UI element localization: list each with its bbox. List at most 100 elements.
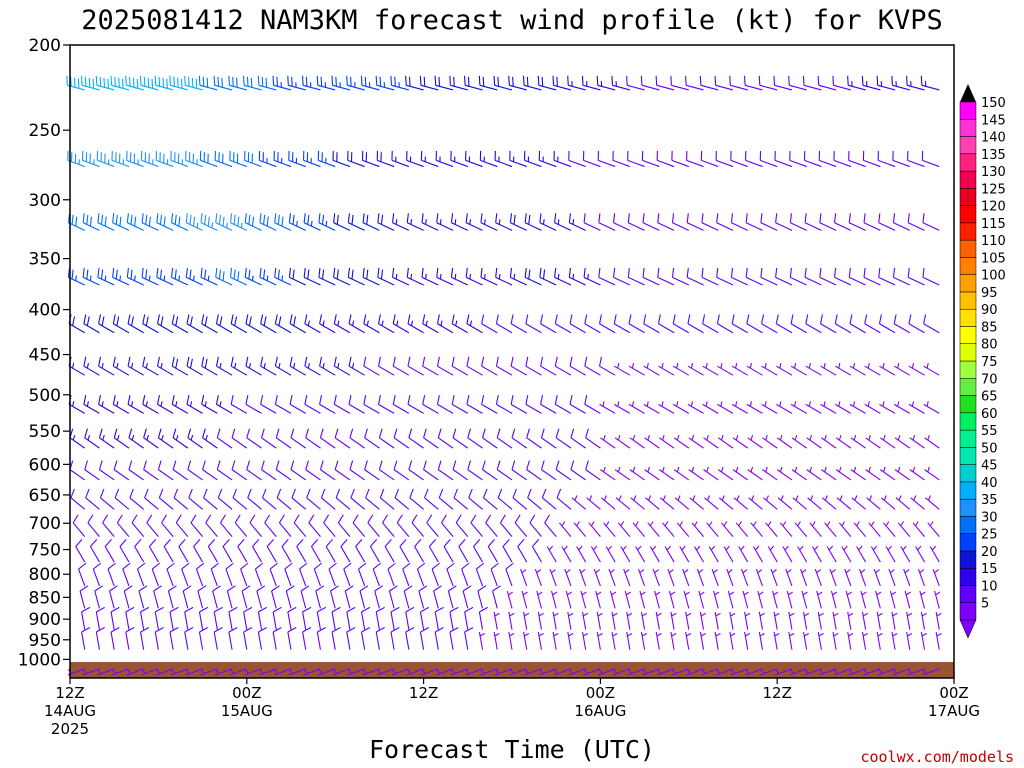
wind-barb [200,668,218,676]
colorbar-swatch [959,567,977,586]
wind-barb [841,545,852,563]
wind-barb [892,668,910,676]
wind-barb [732,466,749,481]
y-tick-label: 900 [29,610,61,630]
wind-barb [350,488,366,510]
wind-barb [451,356,469,376]
wind-barb [581,631,589,650]
wind-barb [316,626,326,650]
wind-barb [539,267,557,286]
wind-barb [699,75,719,91]
wind-barb [891,611,898,630]
wind-barb [464,606,474,630]
wind-barb [274,356,292,376]
wind-barb [127,356,144,376]
wind-barb [392,356,410,376]
wind-barb [495,267,513,286]
colorbar-swatch [959,153,977,172]
wind-barb [909,466,925,481]
wind-barb [319,314,336,334]
wind-barb [258,150,277,168]
wind-barb [635,545,646,563]
wind-barb [919,590,926,609]
wind-barb [123,585,133,609]
wind-barb [757,590,764,609]
wind-barb [259,668,277,676]
wind-barb [923,362,940,376]
wind-barb [907,668,925,676]
wind-barb [834,213,852,231]
wind-barb [554,213,572,231]
wind-barb [717,466,734,481]
wind-barb [658,401,675,414]
colorbar-swatch [959,602,977,621]
wind-barb [880,495,896,510]
colorbar-swatch [959,412,977,431]
wind-barb [900,545,911,563]
wind-barb [122,562,131,587]
wind-barb [384,539,395,563]
wind-barb [656,150,675,168]
wind-barb [467,428,483,449]
wind-barb [637,568,646,587]
wind-barb [390,75,410,91]
wind-barb [525,394,542,414]
wind-barb [347,213,365,231]
wind-barb [920,631,927,650]
wind-barb [847,611,854,630]
wind-barb [157,394,174,414]
wind-barb [907,150,925,168]
wind-barb [82,213,100,231]
wind-barb [200,267,218,286]
wind-barb [391,668,410,676]
wind-barb [864,314,881,334]
wind-barb [96,150,115,168]
wind-barb [181,562,190,587]
wind-barb [613,314,631,334]
y-tick-label: 200 [29,36,61,56]
wind-barb [762,466,778,481]
wind-barb [151,562,161,587]
wind-barb [317,150,336,168]
wind-barb [750,521,763,537]
wind-barb [776,466,793,481]
wind-barb [540,428,557,449]
wind-barb [523,611,530,630]
wind-barb [287,75,306,91]
wind-barb [376,150,395,168]
wind-barb [788,75,807,91]
wind-barb [773,611,780,630]
wind-barb [308,514,321,537]
wind-barb [612,668,631,676]
wind-barb [524,668,542,676]
wind-barb [804,267,822,286]
wind-barb [647,521,660,537]
wind-barb [891,75,910,91]
wind-barb [662,521,675,537]
wind-barb [478,606,489,630]
wind-barb [569,314,586,334]
wind-barb [844,568,852,587]
wind-barb [464,75,483,91]
wind-barb [701,668,719,676]
wind-barb [880,466,896,481]
wind-barb [301,75,321,91]
wind-barb [850,434,866,449]
wind-barb [876,631,883,650]
chart-title: 2025081412 NAM3KM forecast wind profile … [81,5,943,36]
wind-barb [821,434,837,449]
wind-barb [761,401,778,414]
wind-barb [83,356,100,376]
wind-barb [699,611,706,630]
wind-barb [148,539,159,563]
wind-barb [613,267,631,286]
wind-barb [717,434,734,449]
wind-barb [405,606,415,630]
wind-barb [231,428,248,449]
wind-barb [878,314,896,334]
wind-barb [83,394,100,414]
wind-barb [492,585,501,609]
wind-barb [229,668,247,676]
wind-barb [241,585,251,609]
wind-barb [745,213,763,231]
